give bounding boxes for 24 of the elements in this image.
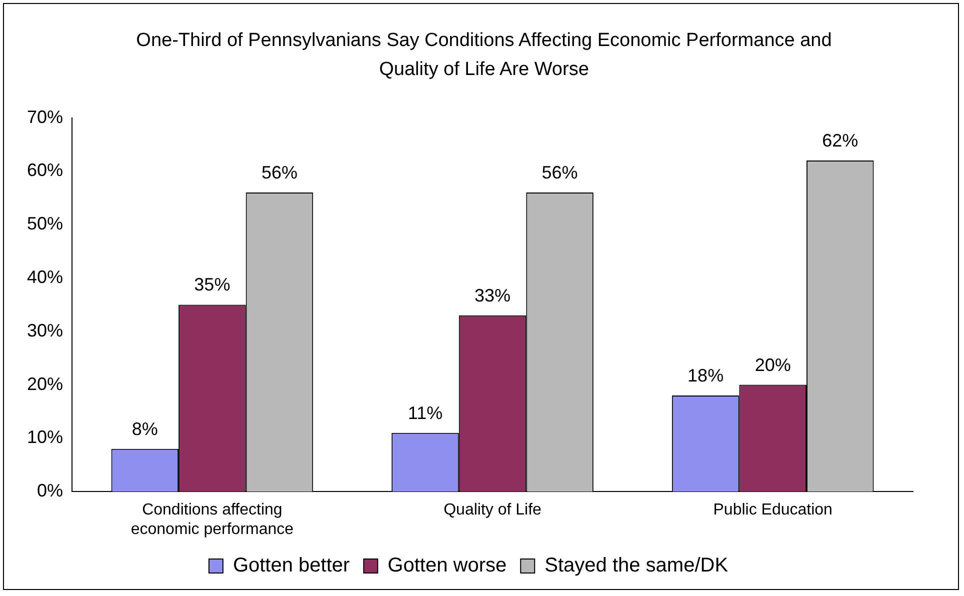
data-label: 20% [754,354,791,375]
y-tick-label: 30% [26,320,64,340]
data-label: 33% [474,285,511,306]
legend-label: Gotten better [232,554,350,577]
y-tick-label: 20% [26,374,64,394]
data-label: 35% [194,274,230,295]
legend-label: Stayed the same/DK [544,554,729,577]
data-label: 11% [408,402,443,423]
y-tick-label: 70% [26,106,64,127]
y-tick-label: 10% [26,427,64,448]
x-tick-label: Conditions affecting economic performance [130,502,294,538]
y-tick-label: 40% [26,266,64,287]
y-tick-label: 0% [37,480,64,501]
data-label: 56% [542,162,578,183]
data-label: 62% [822,130,858,150]
data-label: 56% [261,162,298,183]
y-tick-label: 60% [26,160,64,180]
y-tick-label: 50% [26,214,64,234]
x-tick-label: Quality of Life [444,502,542,519]
x-tick-label: Public Education [713,502,832,519]
data-label: 18% [688,365,724,386]
data-label: 8% [132,418,158,439]
legend-label: Gotten worse [388,554,507,577]
chart-title: One-Third of Pennsylvanians Say Conditions Affecting Economic Performance and Quality of Life Are Worse [135,29,833,82]
